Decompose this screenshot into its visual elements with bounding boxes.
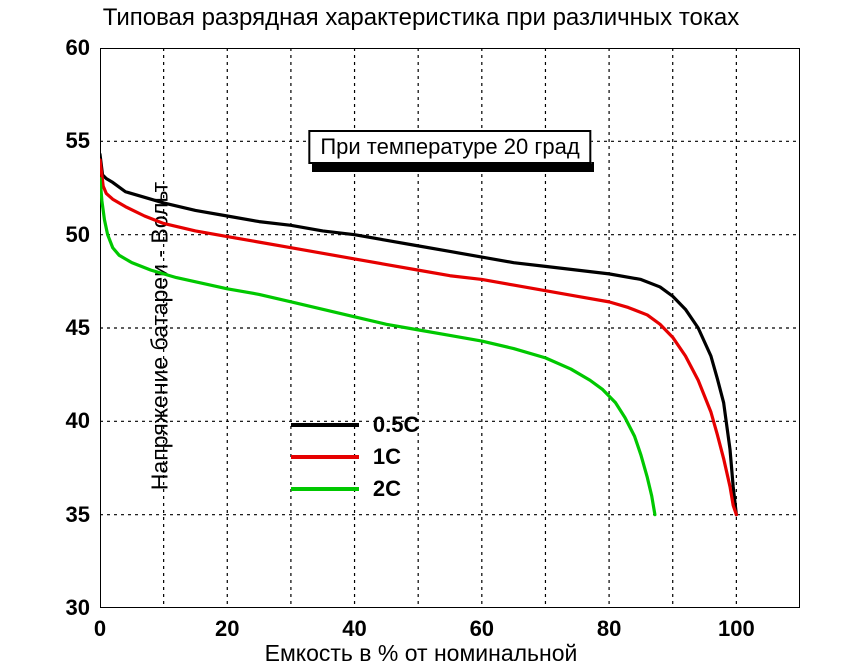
y-tick-label: 55 — [66, 128, 100, 154]
y-tick-label: 50 — [66, 222, 100, 248]
legend-label: 1C — [373, 444, 401, 470]
x-tick-label: 0 — [94, 608, 106, 642]
x-axis-label: Емкость в % от номинальной — [0, 640, 842, 667]
y-tick-label: 60 — [66, 35, 100, 61]
x-tick-label: 100 — [718, 608, 755, 642]
legend: 0.5C 1C 2C — [291, 412, 419, 508]
temperature-box: При температуре 20 град — [308, 130, 591, 164]
legend-swatch — [291, 487, 359, 491]
legend-item: 1C — [291, 444, 419, 470]
x-tick-label: 40 — [342, 608, 366, 642]
y-tick-label: 40 — [66, 408, 100, 434]
chart-title: Типовая разрядная характеристика при раз… — [0, 4, 842, 32]
x-tick-label: 60 — [470, 608, 494, 642]
x-tick-label: 80 — [597, 608, 621, 642]
y-tick-label: 35 — [66, 502, 100, 528]
legend-swatch — [291, 423, 359, 427]
legend-label: 2C — [373, 476, 401, 502]
legend-item: 0.5C — [291, 412, 419, 438]
legend-swatch — [291, 455, 359, 459]
legend-item: 2C — [291, 476, 419, 502]
x-tick-label: 20 — [215, 608, 239, 642]
plot-area: При температуре 20 град 0.5C1C2C 3035404… — [100, 48, 800, 608]
legend-label: 0.5C — [373, 412, 419, 438]
y-tick-label: 45 — [66, 315, 100, 341]
